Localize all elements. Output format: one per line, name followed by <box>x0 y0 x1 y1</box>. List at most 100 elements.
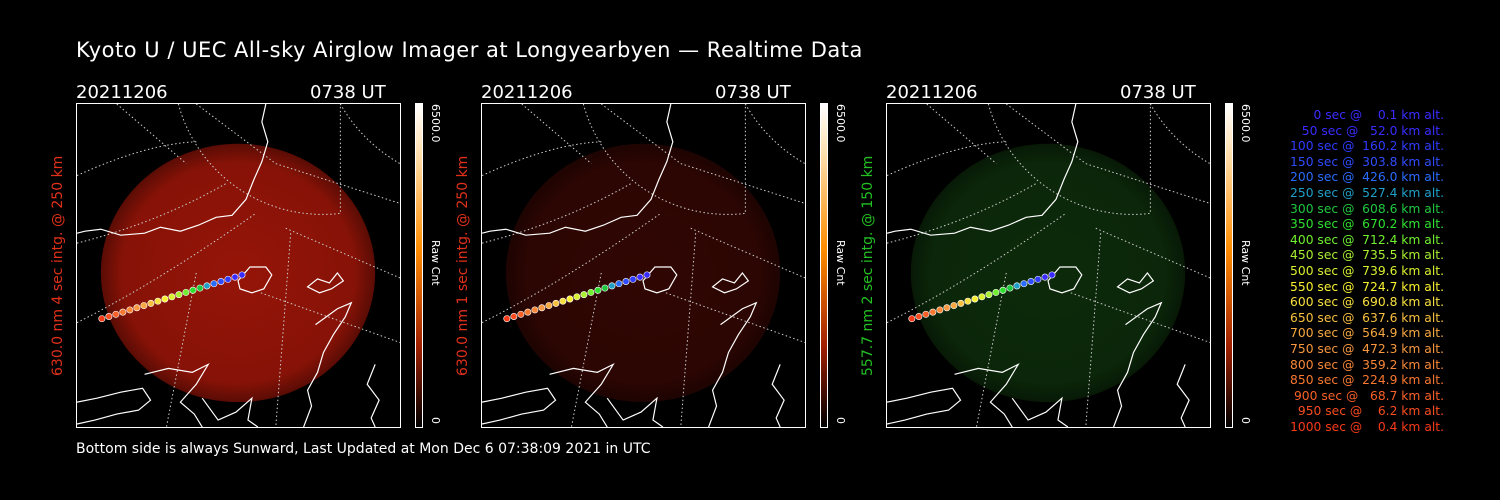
airglow-image <box>886 103 1211 428</box>
grid-line <box>887 183 1037 244</box>
trajectory-point <box>140 302 148 310</box>
trajectory-point <box>1048 271 1056 279</box>
grid-line <box>680 233 697 427</box>
grid-line <box>600 104 805 204</box>
grid-line <box>77 141 197 177</box>
grid-line <box>887 141 1007 177</box>
legend-entry: 550 sec @ 724.7 km alt. <box>1286 279 1444 294</box>
coastline <box>366 364 380 427</box>
trajectory-point <box>168 293 176 301</box>
colorbar-min-label: 0 <box>834 417 847 424</box>
grid-line <box>1085 233 1102 427</box>
trajectory-point <box>203 282 211 290</box>
legend-entry: 450 sec @ 735.5 km alt. <box>1286 248 1444 263</box>
colorbar-min-label: 0 <box>1239 417 1252 424</box>
airglow-panel-2: 20211206 0738 UT 630.0 nm 1 sec intg. @ … <box>455 82 847 432</box>
grid-line <box>285 227 400 279</box>
legend-entry: 300 sec @ 608.6 km alt. <box>1286 201 1444 216</box>
trajectory-point <box>231 273 239 281</box>
coastline <box>1116 271 1155 294</box>
legend-entry: 200 sec @ 426.0 km alt. <box>1286 170 1444 185</box>
trajectory-point <box>538 304 546 312</box>
legend-entry: 900 sec @ 68.7 km alt. <box>1290 388 1444 403</box>
trajectory-point <box>524 308 532 316</box>
grid-line <box>77 183 227 244</box>
coastline <box>306 271 345 294</box>
grid-line <box>582 104 746 215</box>
coastline <box>711 271 750 294</box>
trajectory-point <box>126 306 134 314</box>
trajectory-point <box>964 297 972 305</box>
legend-entry: 100 sec @ 160.2 km alt. <box>1286 139 1444 154</box>
colorbar-max-label: 6500.0 <box>834 104 847 143</box>
grid-line <box>1005 104 1210 204</box>
colorbar <box>1225 103 1233 428</box>
coastline <box>887 387 962 425</box>
trajectory-point <box>552 299 560 307</box>
trajectory-point <box>133 304 141 312</box>
trajectory-point <box>147 299 155 307</box>
trajectory-point <box>978 293 986 301</box>
trajectory-point <box>224 275 232 283</box>
grid-line <box>260 292 400 343</box>
coastline <box>549 362 615 427</box>
grid-line <box>887 212 1067 324</box>
grid-line <box>77 212 257 324</box>
trajectory-point <box>992 288 1000 296</box>
trajectory-point <box>985 291 993 299</box>
coastline <box>1113 301 1163 427</box>
trajectory-point <box>915 313 923 320</box>
trajectory-point <box>580 291 588 299</box>
map-overlay <box>77 104 400 427</box>
grid-line <box>116 104 187 165</box>
legend-entry: 1000 sec @ 0.4 km alt. <box>1290 419 1444 434</box>
coastline <box>144 362 210 427</box>
legend-entry: 0 sec @ 0.1 km alt. <box>1301 108 1444 122</box>
legend-entry: 150 sec @ 303.8 km alt. <box>1286 154 1444 169</box>
airglow-panel-1: 20211206 0738 UT 630.0 nm 4 sec intg. @ … <box>50 82 442 432</box>
trajectory-point <box>999 286 1007 294</box>
trajectory-point <box>210 280 218 288</box>
trajectory-point <box>189 286 197 294</box>
coastline <box>887 104 1079 236</box>
airglow-image <box>76 103 401 428</box>
coastline <box>77 387 152 425</box>
trajectory-point <box>154 297 162 305</box>
coastline <box>606 396 664 427</box>
trajectory-point <box>1020 280 1028 288</box>
coastline <box>77 104 269 236</box>
panel-date: 20211206 <box>481 82 573 103</box>
update-footer: Bottom side is always Sunward, Last Upda… <box>76 441 651 457</box>
legend-entry: 750 sec @ 472.3 km alt. <box>1286 341 1444 356</box>
trajectory-point <box>629 275 637 283</box>
grid-line <box>482 141 602 177</box>
trajectory-point <box>503 315 511 323</box>
grid-line <box>275 233 292 427</box>
panel-time: 0738 UT <box>1120 82 1196 103</box>
trajectory-point <box>636 273 644 281</box>
colorbar-unit-label: Raw Cnt <box>1239 240 1252 286</box>
grid-line <box>665 292 805 343</box>
airglow-glow <box>100 143 376 403</box>
legend-entry: 950 sec @ 6.2 km alt. <box>1293 404 1444 419</box>
page-title: Kyoto U / UEC All-sky Airglow Imager at … <box>76 38 863 62</box>
panel-date: 20211206 <box>76 82 168 103</box>
legend-entry: 350 sec @ 670.2 km alt. <box>1286 217 1444 232</box>
trajectory-point <box>105 313 113 320</box>
trajectory-point <box>1013 282 1021 290</box>
trajectory-point <box>1041 273 1049 281</box>
panel-wavelength-label: 557.7 nm 2 sec intg. @ 150 km <box>860 155 876 377</box>
trajectory-point <box>545 302 553 310</box>
colorbar <box>415 103 423 428</box>
grid-line <box>177 104 341 215</box>
legend-entry: 250 sec @ 527.4 km alt. <box>1286 185 1444 200</box>
trajectory-point <box>559 297 567 305</box>
map-overlay <box>887 104 1210 427</box>
trajectory-point <box>608 282 616 290</box>
trajectory-point <box>182 288 190 296</box>
coastline <box>1047 266 1083 294</box>
legend-entry: 600 sec @ 690.8 km alt. <box>1286 295 1444 310</box>
legend-entry: 650 sec @ 637.6 km alt. <box>1286 310 1444 325</box>
trajectory-point <box>622 278 630 285</box>
trajectory-point <box>217 278 225 285</box>
